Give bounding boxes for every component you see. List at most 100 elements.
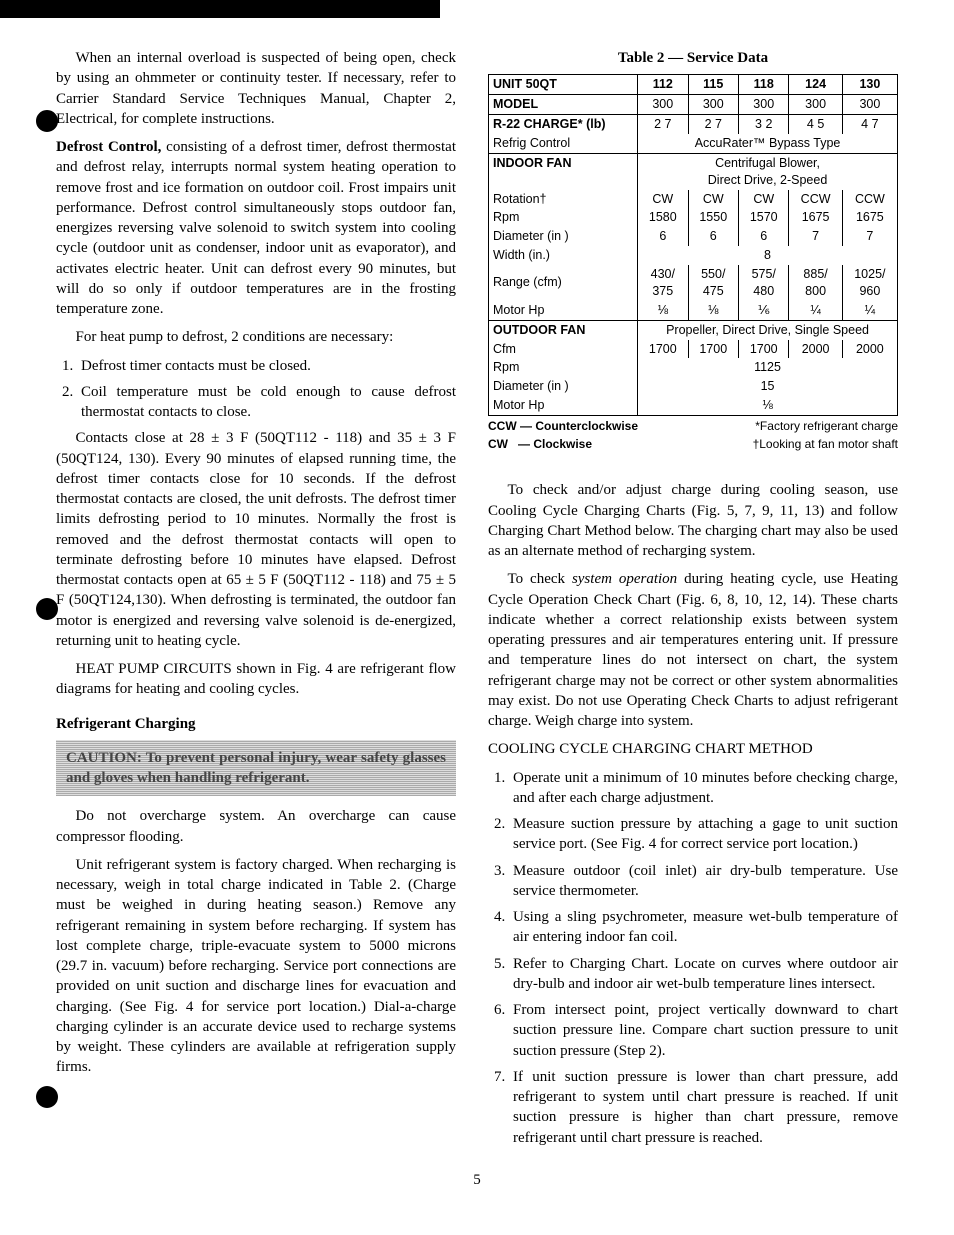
- table-row: MODEL 300 300 300 300 300: [489, 95, 898, 115]
- td: CW: [638, 190, 688, 209]
- td: 1570: [739, 208, 789, 227]
- td: 2 7: [638, 115, 688, 134]
- table-row: INDOOR FAN Centrifugal Blower, Direct Dr…: [489, 153, 898, 189]
- td-outdoor-fan-val: Propeller, Direct Drive, Single Speed: [638, 320, 898, 339]
- para-check-cooling: To check and/or adjust charge during coo…: [488, 480, 898, 561]
- td: ⅛: [638, 301, 688, 320]
- table-row: Width (in.) 8: [489, 246, 898, 265]
- td-refrig-ctrl-val: AccuRater™ Bypass Type: [638, 134, 898, 153]
- td-odiam-label: Diameter (in ): [489, 377, 638, 396]
- td-ohp-label: Motor Hp: [489, 396, 638, 415]
- td: 7: [789, 227, 842, 246]
- td: ⅙: [739, 301, 789, 320]
- td: 2000: [842, 340, 897, 359]
- td: 2000: [789, 340, 842, 359]
- table-legend-row1: CCW — Counterclockwise *Factory refriger…: [488, 418, 898, 434]
- step-3: Measure outdoor (coil inlet) air dry-bul…: [509, 861, 898, 902]
- td: ¼: [842, 301, 897, 320]
- step-4: Using a sling psychrometer, measure wet-…: [509, 907, 898, 948]
- td: 1550: [688, 208, 738, 227]
- para-overload: When an internal overload is suspected o…: [56, 48, 456, 129]
- td-refrig-ctrl-label: Refrig Control: [489, 134, 638, 153]
- td: ⅛: [688, 301, 738, 320]
- td-orpm-label: Rpm: [489, 358, 638, 377]
- page-number: 5: [56, 1170, 898, 1190]
- table-row: Rpm 1580 1550 1570 1675 1675: [489, 208, 898, 227]
- table-row: Diameter (in ) 6 6 6 7 7: [489, 227, 898, 246]
- th-118: 118: [739, 75, 789, 95]
- td: 550/ 475: [688, 265, 738, 301]
- td-indoor-fan-label: INDOOR FAN: [489, 153, 638, 189]
- table-row: Motor Hp ⅛ ⅛ ⅙ ¼ ¼: [489, 301, 898, 320]
- td: ¼: [789, 301, 842, 320]
- th-115: 115: [688, 75, 738, 95]
- td: 300: [638, 95, 688, 115]
- td-width-val: 8: [638, 246, 898, 265]
- td-orpm-val: 1125: [638, 358, 898, 377]
- table-row: Diameter (in ) 15: [489, 377, 898, 396]
- td-outdoor-fan-label: OUTDOOR FAN: [489, 320, 638, 339]
- td: 6: [638, 227, 688, 246]
- left-column: When an internal overload is suspected o…: [56, 48, 456, 1154]
- para-defrost-control: Defrost Control, consisting of a defrost…: [56, 137, 456, 319]
- td: 1025/ 960: [842, 265, 897, 301]
- th-112: 112: [638, 75, 688, 95]
- p2a: To check: [508, 571, 572, 587]
- td-cfm-label: Cfm: [489, 340, 638, 359]
- td-indoor-fan-val: Centrifugal Blower, Direct Drive, 2-Spee…: [638, 153, 898, 189]
- legend-factory: *Factory refrigerant charge: [755, 418, 898, 434]
- th-124: 124: [789, 75, 842, 95]
- table-row: Rpm 1125: [489, 358, 898, 377]
- td: 1675: [789, 208, 842, 227]
- right-column: Table 2 — Service Data UNIT 50QT 112 115…: [488, 48, 898, 1154]
- td: 885/ 800: [789, 265, 842, 301]
- legend-ccw: CCW — Counterclockwise: [488, 418, 638, 434]
- td-rpm-label: Rpm: [489, 208, 638, 227]
- p2i: system operation: [572, 571, 677, 587]
- th-unit: UNIT 50QT: [489, 75, 638, 95]
- legend-cw: CW — Clockwise: [488, 436, 592, 452]
- td: 300: [739, 95, 789, 115]
- td-r22-label: R-22 CHARGE* (lb): [489, 115, 638, 134]
- para-check-heating: To check system operation during heating…: [488, 569, 898, 731]
- th-130: 130: [842, 75, 897, 95]
- td: 4 5: [789, 115, 842, 134]
- table-row: Rotation† CW CW CW CCW CCW: [489, 190, 898, 209]
- para-factory-charged: Unit refrigerant system is factory charg…: [56, 855, 456, 1078]
- step-1: Operate unit a minimum of 10 minutes bef…: [509, 768, 898, 809]
- legend-looking: †Looking at fan motor shaft: [753, 436, 898, 452]
- td: 7: [842, 227, 897, 246]
- table-row: OUTDOOR FAN Propeller, Direct Drive, Sin…: [489, 320, 898, 339]
- td: 430/ 375: [638, 265, 688, 301]
- td: 1675: [842, 208, 897, 227]
- td: CCW: [789, 190, 842, 209]
- condition-2: Coil temperature must be cold enough to …: [77, 382, 456, 423]
- td: 575/ 480: [739, 265, 789, 301]
- td: 1700: [688, 340, 738, 359]
- service-data-table: UNIT 50QT 112 115 118 124 130 MODEL 300 …: [488, 74, 898, 416]
- table-legend-row2: CW — Clockwise †Looking at fan motor sha…: [488, 436, 898, 452]
- method-heading: COOLING CYCLE CHARGING CHART METHOD: [488, 739, 898, 759]
- td: 2 7: [688, 115, 738, 134]
- td: 300: [789, 95, 842, 115]
- td-ohp-val: ⅛: [638, 396, 898, 415]
- td-range-label: Range (cfm): [489, 265, 638, 301]
- step-6: From intersect point, project vertically…: [509, 1000, 898, 1061]
- td: CCW: [842, 190, 897, 209]
- table-row: Motor Hp ⅛: [489, 396, 898, 415]
- td: 300: [688, 95, 738, 115]
- margin-bullet-icon: [36, 1086, 58, 1108]
- margin-bullet-icon: [36, 598, 58, 620]
- td: CW: [688, 190, 738, 209]
- td: 1580: [638, 208, 688, 227]
- defrost-control-heading: Defrost Control,: [56, 139, 161, 155]
- table-header-row: UNIT 50QT 112 115 118 124 130: [489, 75, 898, 95]
- td: 3 2: [739, 115, 789, 134]
- para-contacts: Contacts close at 28 ± 3 F (50QT112 - 11…: [56, 428, 456, 651]
- step-5: Refer to Charging Chart. Locate on curve…: [509, 954, 898, 995]
- two-column-layout: When an internal overload is suspected o…: [56, 48, 898, 1154]
- caution-box: CAUTION: To prevent personal injury, wea…: [56, 740, 456, 797]
- td: 4 7: [842, 115, 897, 134]
- td-motorhp-label: Motor Hp: [489, 301, 638, 320]
- td-odiam-val: 15: [638, 377, 898, 396]
